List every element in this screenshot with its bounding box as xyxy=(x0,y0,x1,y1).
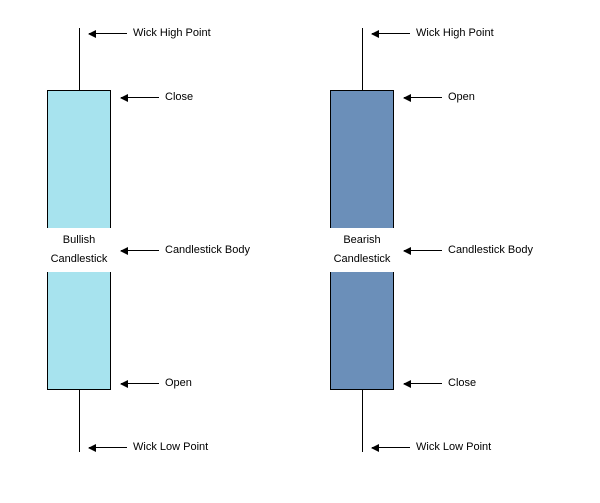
bearish-name-line1: Bearish xyxy=(330,233,394,248)
bearish-wick-top xyxy=(362,28,363,90)
bullish-name-box: Bullish Candlestick xyxy=(47,228,111,272)
bearish-name-box: Bearish Candlestick xyxy=(330,228,394,272)
bearish-label-wick-low: Wick Low Point xyxy=(416,441,491,453)
arrow-icon xyxy=(121,250,159,251)
bullish-wick-top xyxy=(79,28,80,90)
bullish-name-line2: Candlestick xyxy=(47,252,111,267)
bearish-name-line2: Candlestick xyxy=(330,252,394,267)
bearish-label-wick-high: Wick High Point xyxy=(416,27,494,39)
bullish-label-open: Open xyxy=(165,377,192,389)
arrow-icon xyxy=(372,33,410,34)
arrow-icon xyxy=(89,447,127,448)
bearish-label-open: Open xyxy=(448,91,475,103)
bullish-name-line1: Bullish xyxy=(47,233,111,248)
arrow-icon xyxy=(404,250,442,251)
bullish-wick-bottom xyxy=(79,390,80,452)
bearish-candlestick-panel: Bearish Candlestick Wick High Point Open… xyxy=(330,0,560,503)
arrow-icon xyxy=(121,97,159,98)
bullish-label-close: Close xyxy=(165,91,193,103)
arrow-icon xyxy=(404,97,442,98)
arrow-icon xyxy=(89,33,127,34)
bullish-label-body: Candlestick Body xyxy=(165,244,250,256)
bearish-wick-bottom xyxy=(362,390,363,452)
bearish-label-close: Close xyxy=(448,377,476,389)
arrow-icon xyxy=(372,447,410,448)
bullish-label-wick-low: Wick Low Point xyxy=(133,441,208,453)
bullish-candlestick-panel: Bullish Candlestick Wick High Point Clos… xyxy=(47,0,277,503)
bearish-label-body: Candlestick Body xyxy=(448,244,533,256)
arrow-icon xyxy=(404,383,442,384)
arrow-icon xyxy=(121,383,159,384)
bullish-label-wick-high: Wick High Point xyxy=(133,27,211,39)
